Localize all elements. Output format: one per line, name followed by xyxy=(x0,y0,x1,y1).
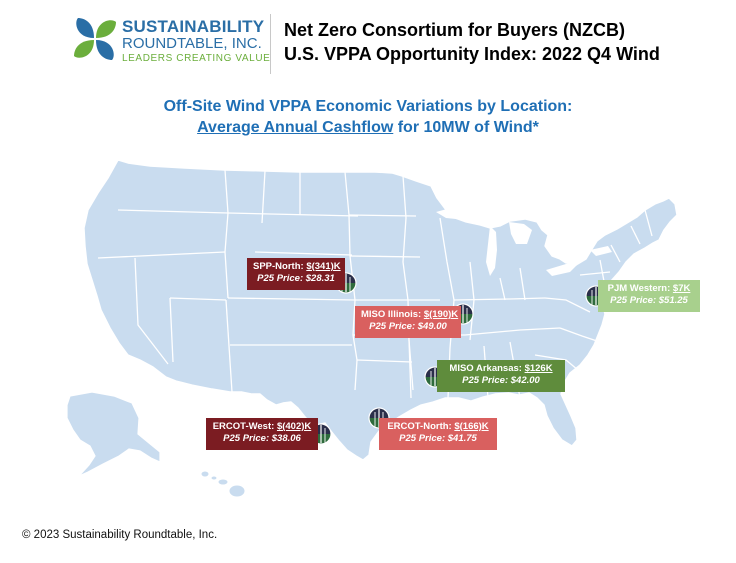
label-title: ERCOT-North: $(166)K xyxy=(385,421,491,433)
label-title: MISO Arkansas: $126K xyxy=(443,363,559,375)
logo-name-line2: ROUNDTABLE, INC. xyxy=(122,35,262,52)
page-title: Net Zero Consortium for Buyers (NZCB) xyxy=(284,20,626,40)
cashflow-value: $7K xyxy=(672,283,691,294)
label-title: PJM Western: $7K xyxy=(604,283,694,295)
location-label-miso-illinois: MISO Illinois: $(190)K P25 Price: $49.00 xyxy=(355,306,461,338)
logo-leaves-icon xyxy=(74,18,116,60)
map-heading-line2: Average Annual Cashflow for 10MW of Wind… xyxy=(0,117,736,138)
cashflow-value: $(166)K xyxy=(454,421,489,432)
label-title: ERCOT-West: $(402)K xyxy=(212,421,312,433)
location-label-ercot-north: ERCOT-North: $(166)K P25 Price: $41.75 xyxy=(379,418,497,450)
label-title: MISO Illinois: $(190)K xyxy=(361,309,459,321)
header: SUSTAINABILITY ROUNDTABLE, INC. LEADERS … xyxy=(0,0,736,80)
p25-price: P25 Price: $42.00 xyxy=(462,375,540,386)
header-divider xyxy=(270,14,271,74)
region-name: MISO Illinois: xyxy=(361,309,424,320)
map-heading-rest: for 10MW of Wind* xyxy=(393,119,539,136)
map-heading-line1: Off-Site Wind VPPA Economic Variations b… xyxy=(163,98,573,115)
location-label-ercot-west: ERCOT-West: $(402)K P25 Price: $38.06 xyxy=(206,418,318,450)
p25-price: P25 Price: $51.25 xyxy=(610,295,688,306)
map-heading-emphasis: Average Annual Cashflow xyxy=(197,119,394,136)
great-lakes xyxy=(436,204,612,276)
location-label-spp-north: SPP-North: $(341)K P25 Price: $28.31 xyxy=(247,258,345,290)
region-name: MISO Arkansas: xyxy=(449,363,525,374)
label-title: SPP-North: $(341)K xyxy=(253,261,341,273)
cashflow-value: $(402)K xyxy=(276,421,312,432)
state-borders xyxy=(97,169,653,399)
alaska xyxy=(66,391,161,477)
page-subtitle: U.S. VPPA Opportunity Index: 2022 Q4 Win… xyxy=(284,44,660,64)
cashflow-value: $(341)K xyxy=(306,261,341,272)
cashflow-value: $126K xyxy=(524,363,553,374)
copyright-footer: © 2023 Sustainability Roundtable, Inc. xyxy=(22,529,218,541)
region-name: SPP-North: xyxy=(253,261,307,272)
region-name: PJM Western: xyxy=(607,283,673,294)
location-label-pjm-western: PJM Western: $7K P25 Price: $51.25 xyxy=(598,280,700,312)
region-name: ERCOT-North: xyxy=(387,421,455,432)
p25-price: P25 Price: $38.06 xyxy=(223,433,301,444)
region-name: ERCOT-West: xyxy=(212,421,277,432)
p25-price: P25 Price: $41.75 xyxy=(399,433,477,444)
logo-name: SUSTAINABILITY xyxy=(122,17,265,36)
p25-price: P25 Price: $28.31 xyxy=(257,273,335,284)
cashflow-value: $(190)K xyxy=(423,309,459,320)
map-heading: Off-Site Wind VPPA Economic Variations b… xyxy=(0,96,736,138)
hawaii xyxy=(200,470,246,498)
company-logo: SUSTAINABILITY ROUNDTABLE, INC. LEADERS … xyxy=(72,16,270,66)
p25-price: P25 Price: $49.00 xyxy=(369,321,447,332)
location-label-miso-arkansas: MISO Arkansas: $126K P25 Price: $42.00 xyxy=(437,360,565,392)
logo-tagline: LEADERS CREATING VALUE xyxy=(122,53,271,64)
